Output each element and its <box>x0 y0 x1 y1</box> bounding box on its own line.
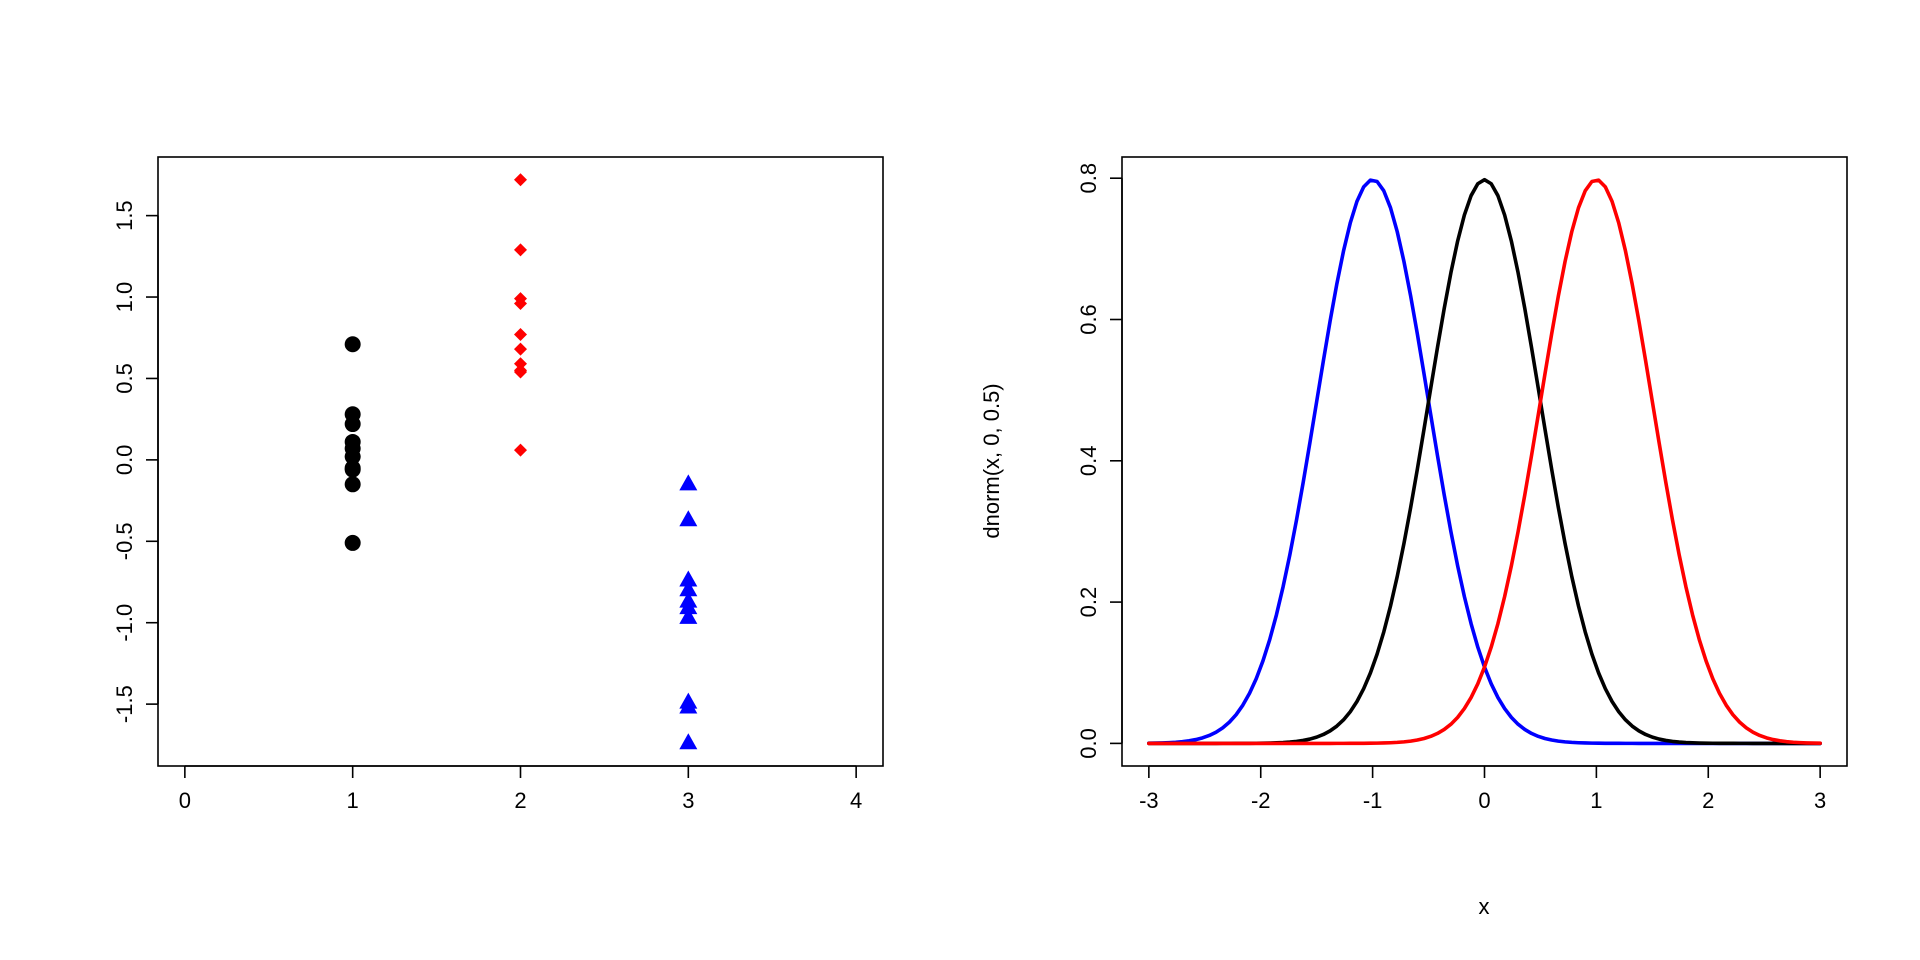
density-x-axis: -3 -2 -1 0 1 2 3 <box>1139 765 1826 813</box>
scatter-point-series-3 <box>679 580 698 597</box>
scatter-y-tick-label: 1.0 <box>112 282 137 313</box>
scatter-point-series-2 <box>514 443 527 457</box>
scatter-point-series-1 <box>344 461 361 478</box>
scatter-x-tick-label: 4 <box>850 788 862 813</box>
scatter-point-series-2 <box>514 243 527 257</box>
scatter-point-series-1 <box>344 416 361 433</box>
scatter-x-tick-label: 0 <box>179 788 191 813</box>
density-curve-mean-1 <box>1147 178 1822 746</box>
density-x-tick-label: 3 <box>1814 788 1826 813</box>
density-y-tick-label: 0.6 <box>1076 304 1101 335</box>
scatter-point-series-2 <box>514 297 527 311</box>
density-y-tick-label: 0.0 <box>1076 728 1101 759</box>
scatter-point-series-1 <box>344 534 361 551</box>
scatter-x-tick-label: 1 <box>347 788 359 813</box>
scatter-y-tick-label: 0.5 <box>112 363 137 394</box>
density-y-tick-label: 0.8 <box>1076 163 1101 194</box>
density-x-axis-title: x <box>1479 894 1490 919</box>
scatter-point-series-3 <box>679 697 698 714</box>
density-plot-panel: -3 -2 -1 0 1 2 3 0.0 0.2 0.4 0.6 0.8 x dnorm(x, 0,… <box>979 156 1848 919</box>
scatter-points <box>344 173 698 750</box>
scatter-plot-panel: 0 1 2 3 4 -1.5 -1.0 -0.5 0.0 0.5 1.0 1.5 <box>112 156 884 813</box>
scatter-point-series-2 <box>514 173 527 187</box>
density-y-axis-title: dnorm(x, 0, 0.5) <box>979 383 1004 538</box>
density-x-tick-label: 2 <box>1702 788 1714 813</box>
density-x-tick-label: -2 <box>1251 788 1271 813</box>
scatter-point-series-3 <box>679 598 698 615</box>
density-x-tick-label: -3 <box>1139 788 1159 813</box>
scatter-point-series-3 <box>679 607 698 624</box>
scatter-y-tick-label: 0.0 <box>112 445 137 476</box>
density-y-tick-label: 0.2 <box>1076 587 1101 618</box>
scatter-y-axis: -1.5 -1.0 -0.5 0.0 0.5 1.0 1.5 <box>112 200 159 723</box>
density-x-tick-label: -1 <box>1363 788 1383 813</box>
density-x-tick-label: 0 <box>1478 788 1490 813</box>
scatter-point-series-2 <box>514 342 527 356</box>
scatter-point-series-2 <box>514 357 527 371</box>
density-y-tick-label: 0.4 <box>1076 445 1101 476</box>
scatter-x-tick-label: 3 <box>682 788 694 813</box>
scatter-point-series-2 <box>514 327 527 341</box>
scatter-point-series-1 <box>344 476 361 493</box>
scatter-x-axis: 0 1 2 3 4 <box>179 765 862 813</box>
scatter-point-series-3 <box>679 510 698 527</box>
scatter-y-tick-label: -1.5 <box>112 685 137 723</box>
scatter-x-tick-label: 2 <box>514 788 526 813</box>
scatter-point-series-2 <box>514 363 527 377</box>
density-curves <box>1147 177 1822 746</box>
scatter-y-tick-label: -1.0 <box>112 604 137 642</box>
scatter-point-series-1 <box>344 336 361 353</box>
scatter-point-series-3 <box>679 733 698 750</box>
scatter-point-series-1 <box>344 448 361 465</box>
density-y-axis: 0.0 0.2 0.4 0.6 0.8 <box>1076 163 1123 759</box>
scatter-point-series-3 <box>679 570 698 587</box>
scatter-y-tick-label: -0.5 <box>112 522 137 560</box>
scatter-y-tick-label: 1.5 <box>112 200 137 231</box>
density-x-tick-label: 1 <box>1590 788 1602 813</box>
scatter-point-series-3 <box>679 474 698 491</box>
